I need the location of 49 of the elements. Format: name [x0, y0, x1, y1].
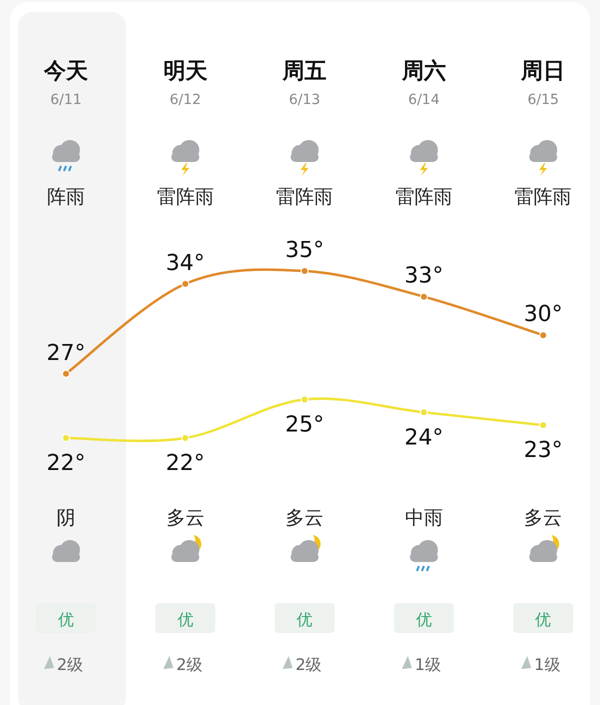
data-label: 22° [46, 451, 86, 476]
text: 雷阵雨 [156, 186, 214, 208]
text: 多云 [524, 507, 562, 529]
text: 多云 [286, 507, 324, 529]
x-tick-label: 明天 [163, 59, 208, 84]
text: 1级 [534, 655, 560, 674]
point [62, 370, 70, 378]
data-label: 22° [166, 451, 205, 476]
text: 雷阵雨 [395, 186, 452, 208]
text: 优 [416, 610, 432, 629]
data-label: 33° [404, 264, 444, 289]
data-label: 34° [166, 250, 205, 276]
data-label: 24° [404, 425, 444, 450]
data-label: 25° [285, 412, 324, 438]
data-label: 35° [285, 238, 324, 263]
text: 1级 [414, 655, 441, 674]
point [539, 421, 548, 430]
text: 中雨 [404, 507, 443, 529]
text: 优 [296, 610, 313, 629]
data-label: 27° [46, 340, 86, 366]
x-tick-label: 周五 [282, 59, 327, 84]
text: 阵雨 [47, 186, 85, 208]
point [62, 434, 70, 442]
text: 阴 [56, 507, 76, 529]
text: 6/11 [50, 92, 82, 108]
point [539, 331, 548, 340]
x-tick-label: 周日 [520, 59, 566, 84]
text: 雷阵雨 [514, 186, 572, 208]
text: 优 [535, 610, 552, 629]
point [420, 292, 428, 301]
point [181, 434, 190, 442]
text: 优 [177, 610, 194, 629]
text: 6/14 [408, 92, 440, 108]
text: 2级 [296, 655, 322, 674]
text: 雷阵雨 [276, 186, 334, 208]
text: 优 [58, 610, 74, 629]
x-tick-label: 周六 [400, 58, 446, 84]
text: 6/15 [527, 92, 559, 108]
point [420, 408, 428, 416]
point [181, 280, 190, 288]
point [300, 267, 309, 275]
text: 6/12 [170, 92, 202, 108]
text: 2级 [56, 655, 84, 674]
x-tick-label: 今天 [43, 59, 88, 84]
text: 2级 [176, 655, 202, 674]
data-label: 30° [524, 302, 563, 328]
text: 多云 [166, 507, 204, 529]
data-label: 23° [524, 438, 563, 464]
text: 6/13 [288, 92, 320, 108]
